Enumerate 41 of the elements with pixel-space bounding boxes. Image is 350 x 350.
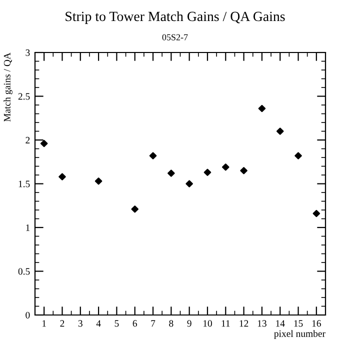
point (168, 170, 175, 177)
point (312, 210, 320, 218)
point (258, 104, 266, 112)
point (204, 168, 212, 176)
y-tick-label: 1 (26, 224, 30, 231)
x-tick-label: 14 (276, 320, 285, 327)
x-axis-title: pixel number (274, 330, 326, 339)
x-tick-label: 6 (132, 320, 137, 327)
x-tick-label: 11 (222, 320, 230, 327)
x-tick-label: 9 (187, 320, 192, 327)
x-tick-label: 10 (203, 320, 212, 327)
chart-title: Strip to Tower Match Gains / QA Gains (66, 11, 285, 24)
y-tick-label: 1.5 (18, 180, 30, 188)
point (186, 180, 193, 188)
point (276, 128, 284, 135)
point (131, 205, 138, 213)
x-tick-label: 13 (258, 320, 266, 327)
x-tick-label: 15 (294, 320, 303, 327)
y-tick-label: 2.5 (18, 93, 30, 100)
point (240, 166, 248, 174)
x-tick-label: 2 (60, 320, 64, 327)
y-tick-label: 0.5 (18, 268, 30, 275)
point (222, 163, 230, 171)
point (294, 152, 302, 160)
y-tick-label: 0 (26, 312, 30, 318)
y-tick-label: 3 (26, 49, 30, 56)
chart-subtitle: 05S2-7 (162, 34, 188, 40)
x-tick-label: 3 (78, 320, 82, 327)
x-tick-label: 7 (151, 320, 156, 327)
y-axis-title: Match gains / QA (4, 52, 12, 122)
y-tick-label: 2 (26, 136, 30, 144)
x-tick-label: 16 (312, 320, 321, 327)
x-tick-label: 8 (169, 320, 174, 327)
x-tick-label: 4 (96, 320, 101, 327)
x-tick-label: 5 (114, 320, 119, 327)
point (40, 140, 48, 148)
x-tick-label: 1 (42, 320, 46, 327)
point (58, 173, 66, 180)
x-tick-label: 12 (240, 320, 248, 327)
point (149, 152, 157, 160)
point (94, 177, 102, 185)
